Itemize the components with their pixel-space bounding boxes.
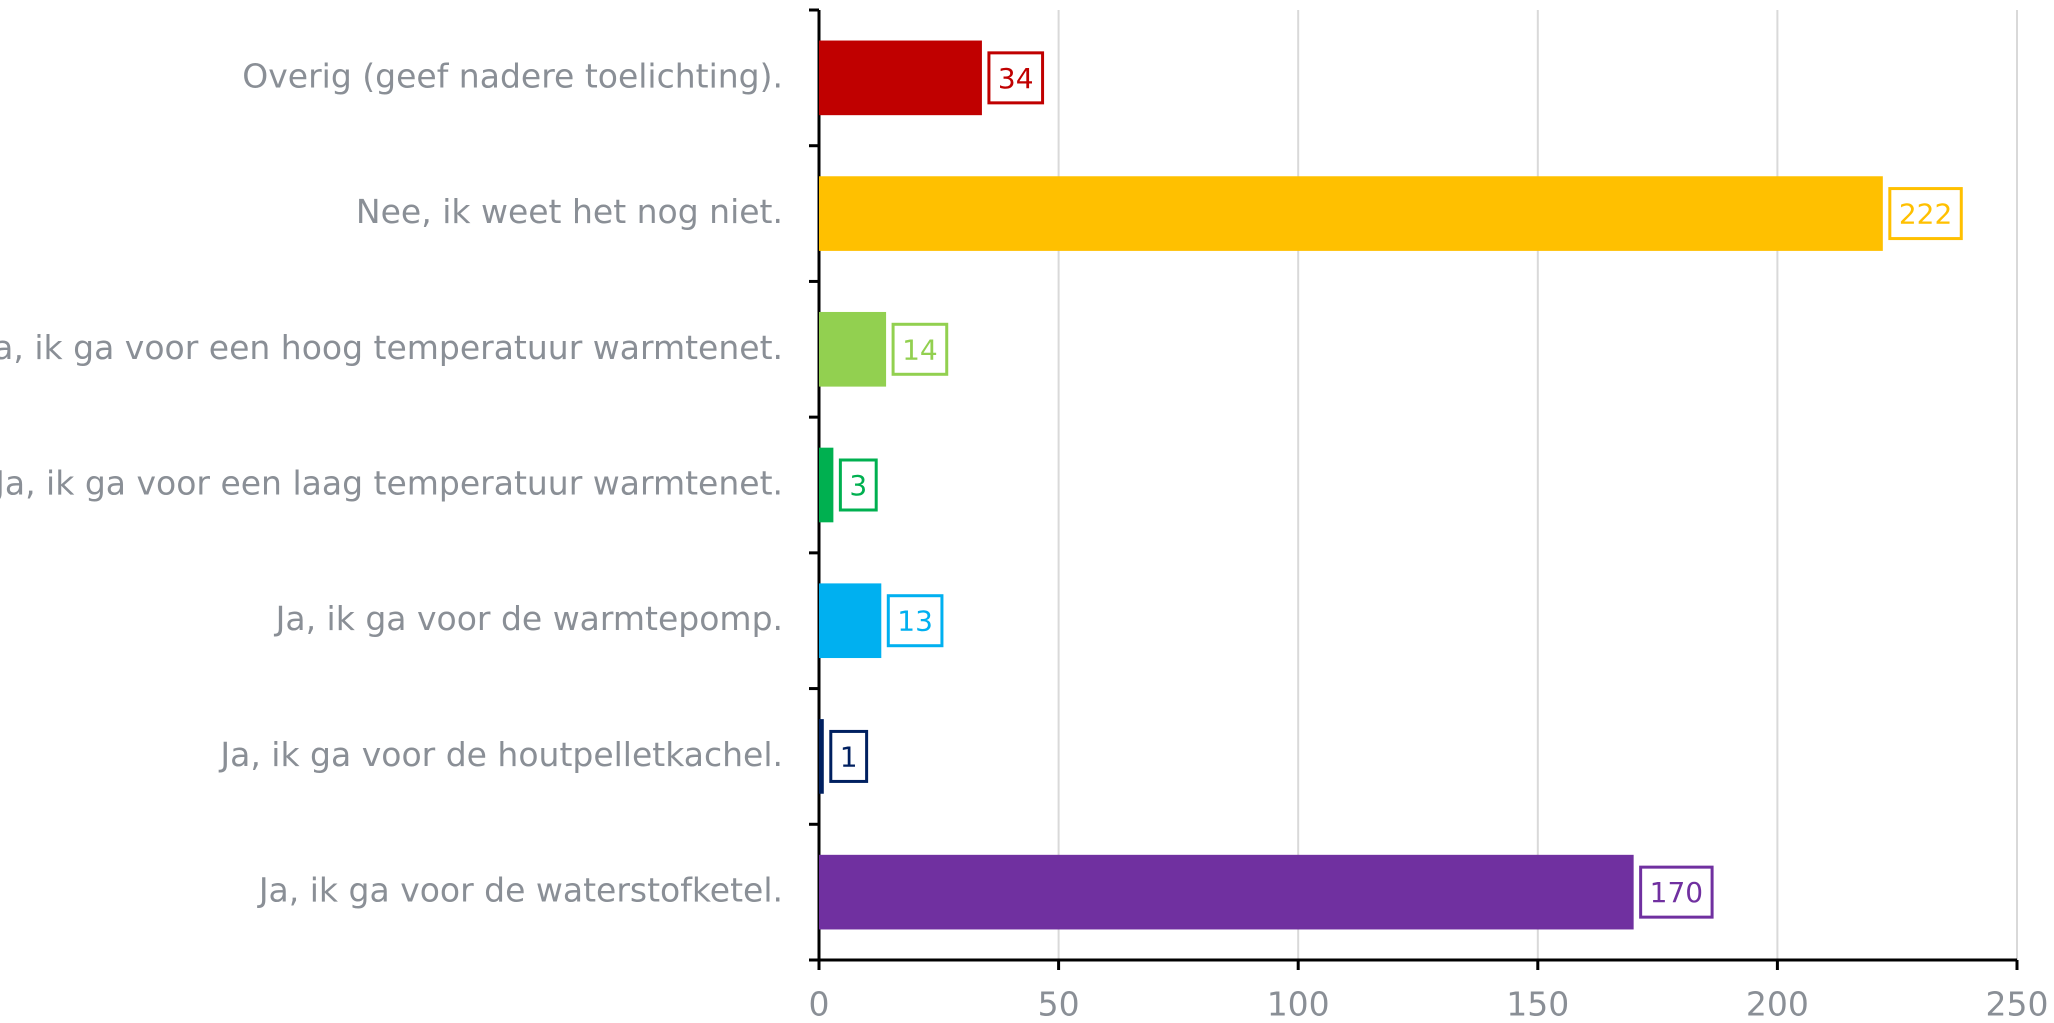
value-label: 14 — [902, 333, 938, 366]
y-tick-label: Nee, ik weet het nog niet. — [356, 192, 783, 231]
value-label-box — [1888, 187, 1963, 241]
y-tick-label: Ja, ik ga voor de waterstofketel. — [257, 871, 783, 910]
bar — [819, 176, 1883, 251]
value-label-box — [886, 594, 944, 648]
bar — [819, 583, 882, 659]
value-label-box — [1639, 865, 1714, 919]
x-tick-label: 150 — [1506, 985, 1569, 1023]
x-tick-label: 50 — [1038, 985, 1080, 1023]
bar — [819, 311, 887, 387]
x-tick-label: 200 — [1746, 985, 1809, 1023]
bar — [819, 719, 824, 794]
value-label-box — [891, 322, 949, 376]
value-label: 3 — [849, 469, 867, 502]
y-tick-label: Overig (geef nadere toelichting). — [242, 56, 783, 95]
value-label-box — [829, 729, 869, 783]
y-tick-label: Ja, ik ga voor een hoog temperatuur warm… — [0, 328, 783, 367]
y-tick-label: Ja, ik ga voor een laag temperatuur warm… — [0, 464, 783, 503]
value-label-box — [987, 51, 1045, 105]
value-label: 34 — [998, 62, 1034, 95]
bar — [819, 447, 834, 523]
value-label-box — [838, 458, 878, 512]
x-tick-label: 0 — [809, 985, 830, 1023]
y-tick-label: Ja, ik ga voor de houtpelletkachel. — [218, 735, 783, 774]
value-label: 13 — [897, 605, 933, 638]
x-tick-label: 250 — [1986, 985, 2049, 1023]
x-tick-label: 100 — [1267, 985, 1330, 1023]
value-label: 222 — [1899, 198, 1952, 231]
bar — [819, 40, 982, 116]
y-tick-label: Ja, ik ga voor de warmtepomp. — [274, 599, 783, 638]
bar — [819, 854, 1634, 930]
value-label: 170 — [1650, 876, 1703, 909]
value-label: 1 — [840, 740, 858, 773]
